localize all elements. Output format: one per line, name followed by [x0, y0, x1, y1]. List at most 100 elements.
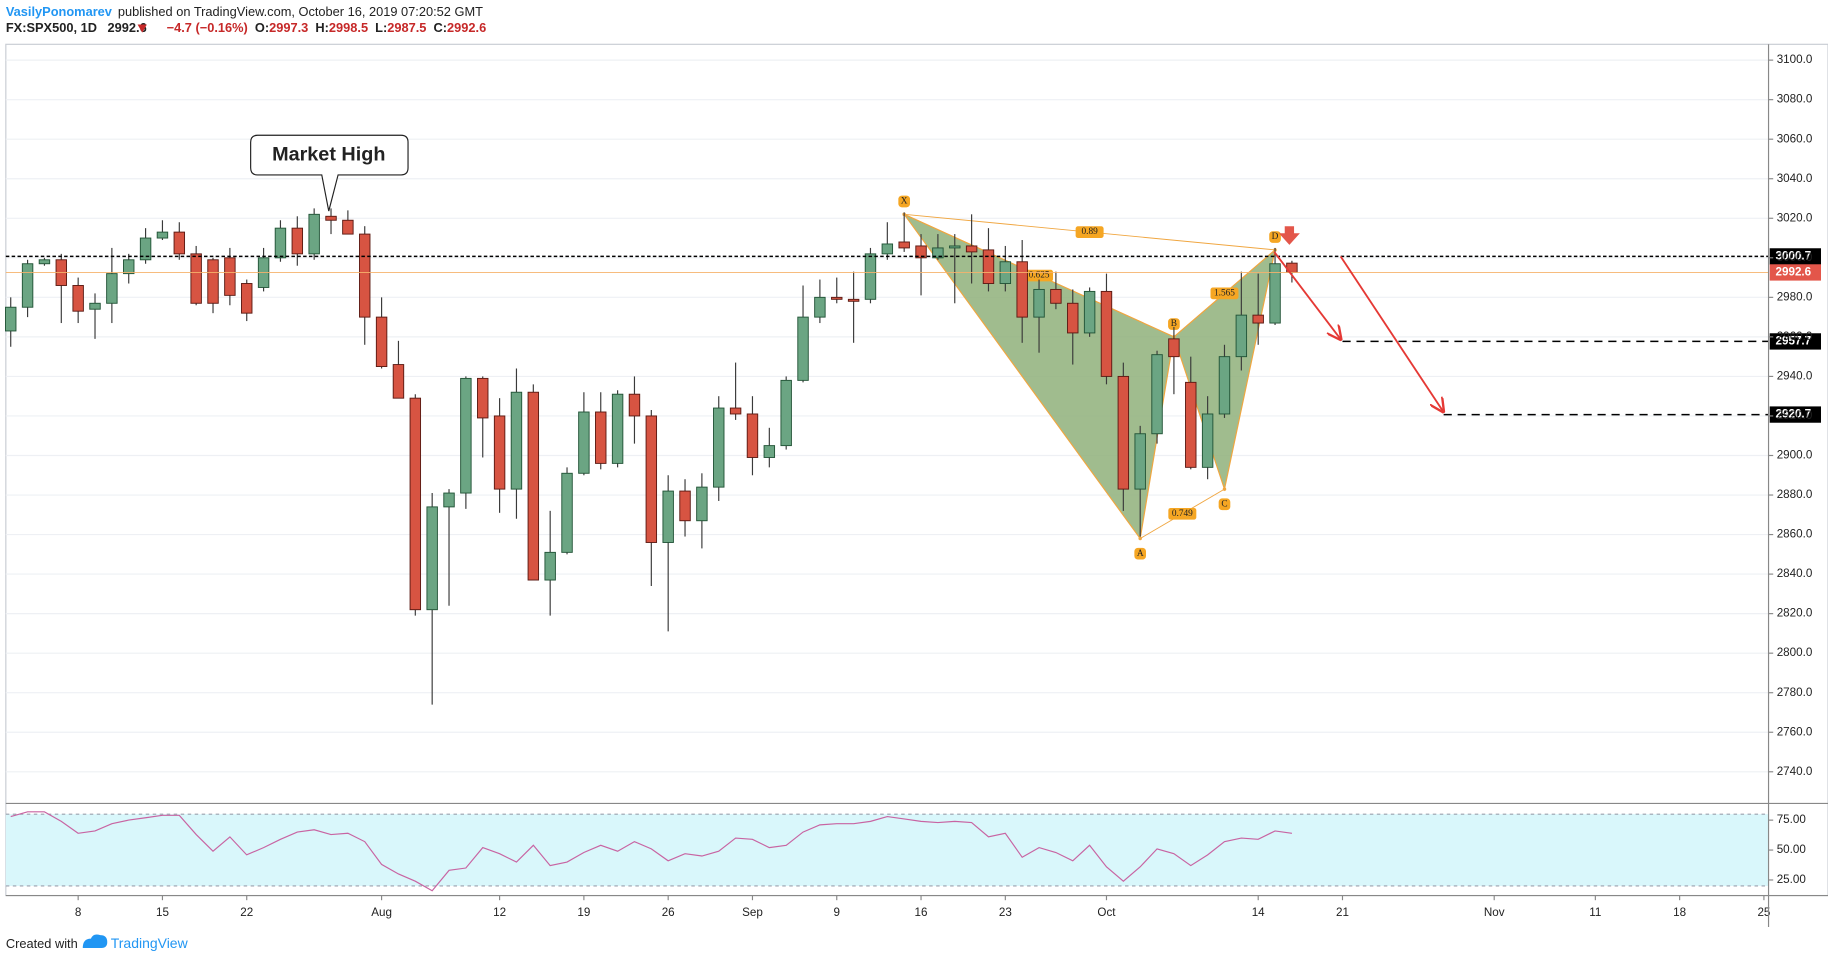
candle-up — [713, 407, 725, 488]
candle-down — [1168, 338, 1180, 358]
down-arrow-icon — [137, 24, 147, 33]
y-tick-label: 2940.0 — [1777, 369, 1813, 382]
candle-up — [696, 486, 708, 522]
candle-down — [342, 219, 354, 235]
candle-up — [308, 213, 320, 255]
candle-down — [898, 241, 910, 249]
y-tick-label: 2780.0 — [1777, 686, 1813, 699]
candle-down — [746, 413, 759, 458]
y-tick-label: 2800.0 — [1777, 646, 1813, 659]
y-tick-label: 2820.0 — [1777, 607, 1813, 620]
candle-down — [1016, 261, 1028, 318]
candle-down — [325, 215, 337, 221]
x-tick-label: 12 — [493, 906, 506, 919]
candle-up — [106, 273, 118, 304]
price-tag — [1769, 333, 1822, 350]
pattern-label-box — [1168, 318, 1180, 330]
y-tick-label: 2900.0 — [1777, 449, 1813, 462]
candle-up — [21, 263, 34, 308]
price-tag-label: 2992.6 — [1776, 266, 1812, 279]
candle-up — [611, 393, 624, 464]
brand-logo — [82, 934, 108, 949]
x-tick-label: 21 — [1336, 906, 1349, 919]
candle-down — [224, 257, 236, 296]
x-tick-label: 11 — [1589, 906, 1601, 919]
ohlc-label: L: — [375, 21, 387, 36]
candle-down — [392, 364, 405, 399]
candle-down — [628, 393, 641, 417]
candle-down — [645, 415, 658, 543]
y-tick-label: 2860.0 — [1777, 528, 1813, 541]
candle-up — [932, 247, 944, 259]
candle-up — [1218, 356, 1231, 415]
x-tick-label: 19 — [577, 906, 590, 919]
x-tick-label: 16 — [915, 906, 928, 919]
y-tick-label: 3000.0 — [1777, 251, 1813, 264]
pattern-label: C — [1221, 499, 1227, 509]
y-tick-label: 2880.0 — [1777, 488, 1813, 501]
candle-up — [156, 231, 169, 239]
candle-down — [595, 411, 607, 464]
forecast-arrow — [1339, 256, 1444, 412]
candle-up — [460, 377, 472, 494]
market-high-callout: Market High — [250, 134, 409, 212]
symbol-line: FX:SPX500, 1D 2992.6 −4.7 (−0.16%) O:299… — [6, 21, 486, 36]
y-tick-label: 2740.0 — [1777, 765, 1813, 778]
ohlc-label: H: — [315, 21, 329, 36]
ohlc-value: 2998.5 — [329, 21, 368, 36]
candle-down — [72, 285, 84, 312]
x-tick-label: Aug — [371, 906, 392, 919]
ohlc-value: 2992.6 — [447, 21, 486, 36]
ratio-label: 0.89 — [1081, 227, 1098, 237]
y-tick-label: 2980.0 — [1777, 290, 1813, 303]
candle-up — [578, 411, 590, 474]
candle-up — [864, 253, 877, 300]
candle-up — [780, 379, 792, 447]
candle-down — [831, 296, 843, 300]
pattern-point — [1138, 536, 1142, 541]
y-tick-label: 2920.0 — [1777, 409, 1813, 422]
candle-down — [982, 249, 995, 284]
ratio-box — [1075, 226, 1104, 238]
pattern-label-box — [1269, 231, 1281, 243]
candle-up — [1134, 433, 1146, 490]
grid — [5, 59, 1769, 773]
rsi-tick-label: 25.00 — [1777, 873, 1807, 886]
candle-up — [510, 391, 523, 490]
candle-down — [847, 298, 860, 302]
candle-up — [5, 306, 17, 332]
y-tick-label: 2840.0 — [1777, 567, 1813, 580]
candle-up — [881, 243, 894, 255]
ohlc-label: C: — [434, 21, 448, 36]
pattern-label-box — [898, 195, 911, 208]
candle-up — [139, 237, 152, 261]
candle-up — [561, 472, 573, 553]
rsi-tick-label: 75.00 — [1777, 813, 1807, 826]
candle-down — [1100, 290, 1113, 377]
x-tick-label: Sep — [742, 906, 763, 919]
candle-down — [477, 377, 489, 419]
pattern-label: D — [1272, 232, 1279, 242]
x-tick-label: Oct — [1097, 906, 1116, 919]
price-tag-label: 2957.7 — [1776, 335, 1812, 348]
candle-up — [797, 316, 809, 381]
ohlc-value: 2997.3 — [269, 21, 308, 36]
candle-down — [729, 407, 742, 415]
candle-up — [763, 445, 776, 458]
levels: 3000.7 2992.6 2957.7 2920.7 — [5, 248, 1822, 423]
candle-up — [662, 490, 674, 543]
author: VasilyPonomarev — [6, 4, 113, 19]
candle-down — [1185, 381, 1197, 468]
candle-down — [965, 245, 978, 253]
candle-up — [1201, 413, 1214, 468]
candle-up — [443, 492, 455, 508]
annotation: Market High — [272, 143, 385, 165]
y-tick-label: 3100.0 — [1777, 53, 1813, 66]
candle-down — [527, 391, 540, 581]
axes: 2740.0 2760.0 2780.0 2800.0 2820.0 2840.0 2860… — [75, 53, 1813, 919]
price-tag — [1769, 248, 1822, 265]
x-tick-label: 18 — [1673, 906, 1686, 919]
candle-up — [274, 227, 287, 259]
